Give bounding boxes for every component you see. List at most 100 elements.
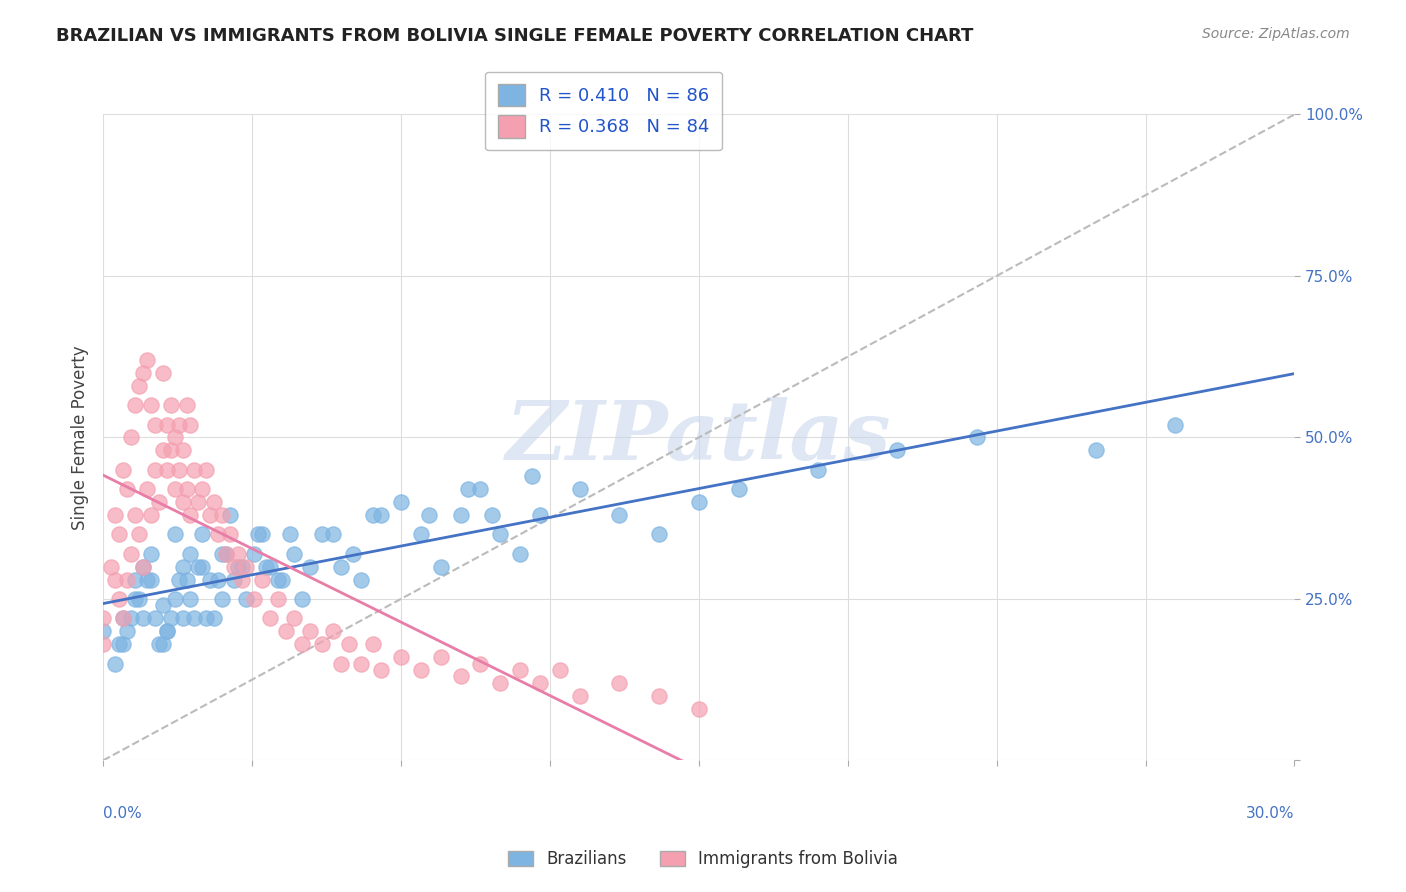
Point bbox=[124, 398, 146, 412]
Point bbox=[132, 611, 155, 625]
Point bbox=[224, 559, 246, 574]
Point bbox=[330, 657, 353, 671]
Point bbox=[200, 508, 222, 522]
Point bbox=[172, 611, 194, 625]
Point bbox=[609, 676, 631, 690]
Text: 0.0%: 0.0% bbox=[103, 805, 142, 821]
Point bbox=[481, 508, 503, 522]
Point bbox=[163, 527, 186, 541]
Point bbox=[291, 591, 314, 606]
Point bbox=[148, 495, 170, 509]
Point bbox=[688, 495, 710, 509]
Point bbox=[104, 508, 127, 522]
Point bbox=[370, 508, 392, 522]
Point bbox=[152, 366, 174, 380]
Point bbox=[235, 591, 257, 606]
Point bbox=[124, 591, 146, 606]
Point bbox=[278, 527, 301, 541]
Point bbox=[648, 689, 671, 703]
Point bbox=[156, 624, 179, 639]
Point bbox=[179, 591, 201, 606]
Point bbox=[1164, 417, 1187, 432]
Point bbox=[167, 573, 190, 587]
Point bbox=[135, 482, 157, 496]
Point bbox=[429, 650, 451, 665]
Point bbox=[191, 482, 214, 496]
Point bbox=[176, 398, 198, 412]
Point bbox=[128, 591, 150, 606]
Point bbox=[187, 495, 209, 509]
Point bbox=[283, 547, 305, 561]
Point bbox=[470, 482, 492, 496]
Legend: R = 0.410   N = 86, R = 0.368   N = 84: R = 0.410 N = 86, R = 0.368 N = 84 bbox=[485, 71, 723, 150]
Point bbox=[529, 676, 551, 690]
Point bbox=[179, 547, 201, 561]
Point bbox=[132, 559, 155, 574]
Point bbox=[124, 508, 146, 522]
Point bbox=[322, 624, 344, 639]
Point bbox=[176, 573, 198, 587]
Y-axis label: Single Female Poverty: Single Female Poverty bbox=[72, 345, 89, 530]
Point bbox=[267, 591, 290, 606]
Point bbox=[207, 573, 229, 587]
Point bbox=[409, 663, 432, 677]
Point bbox=[163, 482, 186, 496]
Point bbox=[568, 482, 591, 496]
Point bbox=[361, 508, 384, 522]
Point bbox=[688, 702, 710, 716]
Point bbox=[247, 527, 270, 541]
Point bbox=[520, 469, 543, 483]
Point bbox=[259, 559, 281, 574]
Point bbox=[211, 591, 233, 606]
Point bbox=[322, 527, 344, 541]
Point bbox=[202, 495, 225, 509]
Point bbox=[311, 527, 333, 541]
Point bbox=[120, 430, 142, 444]
Point bbox=[226, 547, 249, 561]
Point bbox=[152, 599, 174, 613]
Point bbox=[568, 689, 591, 703]
Point bbox=[152, 637, 174, 651]
Point bbox=[966, 430, 988, 444]
Point bbox=[361, 637, 384, 651]
Point bbox=[509, 663, 531, 677]
Point bbox=[548, 663, 571, 677]
Point bbox=[429, 559, 451, 574]
Point bbox=[648, 527, 671, 541]
Point bbox=[389, 650, 412, 665]
Point bbox=[219, 527, 242, 541]
Point bbox=[457, 482, 479, 496]
Point bbox=[727, 482, 749, 496]
Point bbox=[132, 559, 155, 574]
Point bbox=[450, 669, 472, 683]
Point bbox=[128, 378, 150, 392]
Point bbox=[143, 463, 166, 477]
Point bbox=[389, 495, 412, 509]
Point bbox=[156, 624, 179, 639]
Point bbox=[135, 352, 157, 367]
Point bbox=[183, 611, 205, 625]
Point bbox=[350, 657, 373, 671]
Point bbox=[191, 527, 214, 541]
Point bbox=[148, 637, 170, 651]
Text: Source: ZipAtlas.com: Source: ZipAtlas.com bbox=[1202, 27, 1350, 41]
Point bbox=[224, 573, 246, 587]
Point bbox=[183, 463, 205, 477]
Point bbox=[139, 508, 162, 522]
Legend: Brazilians, Immigrants from Bolivia: Brazilians, Immigrants from Bolivia bbox=[501, 844, 905, 875]
Point bbox=[250, 527, 273, 541]
Point bbox=[104, 573, 127, 587]
Point bbox=[156, 417, 179, 432]
Point bbox=[159, 398, 181, 412]
Point bbox=[298, 624, 321, 639]
Point bbox=[350, 573, 373, 587]
Point bbox=[195, 611, 218, 625]
Point bbox=[91, 637, 114, 651]
Point bbox=[139, 573, 162, 587]
Point bbox=[108, 591, 131, 606]
Point bbox=[807, 463, 830, 477]
Point bbox=[215, 547, 238, 561]
Point bbox=[370, 663, 392, 677]
Point bbox=[231, 573, 253, 587]
Point bbox=[120, 611, 142, 625]
